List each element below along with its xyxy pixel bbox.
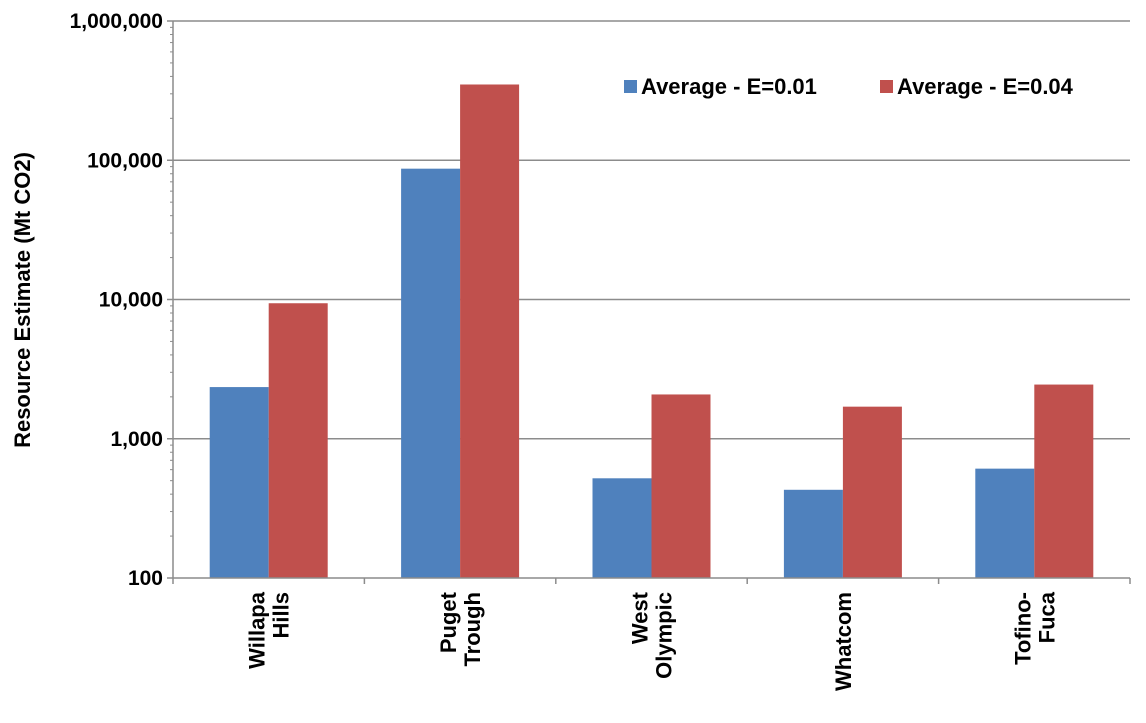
- bar: [460, 84, 520, 578]
- y-tick-label: 10,000: [99, 289, 163, 312]
- legend-item: Average - E=0.04: [880, 74, 1074, 99]
- category-label: West Olympic: [628, 591, 677, 678]
- category-label-line: Puget: [436, 591, 461, 653]
- category-label-line: Fuca: [1034, 591, 1059, 643]
- bar: [401, 168, 461, 579]
- category-label-line: Hills: [269, 592, 294, 638]
- bar: [268, 303, 328, 578]
- category-label: Puget Trough: [436, 591, 485, 666]
- bar: [209, 387, 269, 578]
- category-label-line: Willapa: [245, 591, 270, 669]
- category-label-line: Olympic: [652, 592, 677, 679]
- bar: [651, 394, 711, 578]
- legend-label: Average - E=0.04: [897, 74, 1074, 99]
- bar: [783, 489, 843, 578]
- category-label: Willapa Hills: [245, 591, 294, 669]
- category-label: Tofino- Fuca: [1010, 591, 1059, 665]
- bar: [975, 468, 1035, 578]
- axes: [167, 20, 1131, 584]
- bar: [592, 478, 652, 578]
- y-axis-title: Resource Estimate (Mt CO2): [10, 152, 35, 448]
- legend-swatch: [624, 80, 637, 93]
- bar: [842, 406, 902, 578]
- legend-swatch: [880, 80, 893, 93]
- category-label-line: Trough: [460, 592, 485, 667]
- bars: [209, 84, 1094, 579]
- y-tick-labels: 100 1,000 10,000 100,000 1,000,000: [70, 10, 163, 590]
- legend-item: Average - E=0.01: [624, 74, 817, 99]
- bar: [1034, 384, 1094, 578]
- category-label-line: Tofino-: [1010, 592, 1035, 665]
- category-label-line: West: [628, 591, 653, 644]
- category-label: Whatcom: [831, 592, 856, 691]
- y-tick-label: 1,000,000: [70, 10, 163, 33]
- y-tick-label: 100,000: [87, 149, 163, 172]
- category-label-line: Whatcom: [831, 592, 856, 691]
- y-tick-label: 1,000: [110, 428, 163, 451]
- legend-label: Average - E=0.01: [641, 74, 817, 99]
- x-category-labels: Willapa Hills Puget Trough West Olympic Whatco…: [245, 591, 1060, 691]
- legend: Average - E=0.01 Average - E=0.04: [624, 74, 1074, 99]
- y-tick-label: 100: [128, 567, 163, 590]
